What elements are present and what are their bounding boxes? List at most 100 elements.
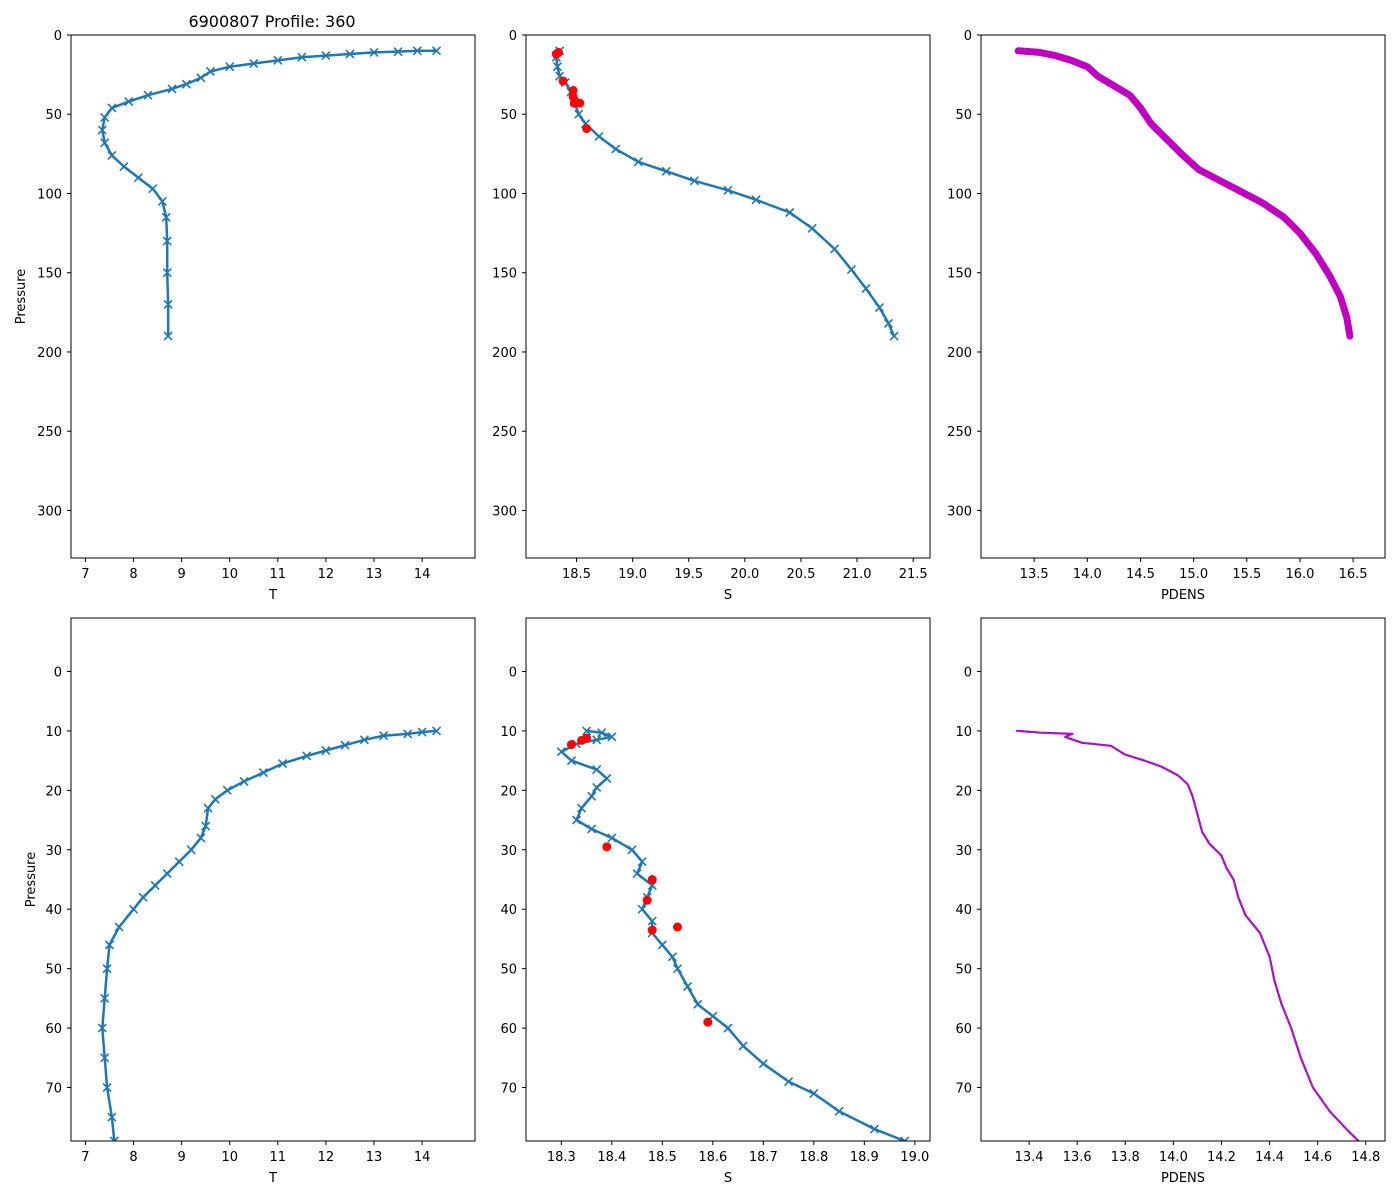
x-tick-label: 7: [81, 1150, 89, 1165]
data-point-marker: [597, 728, 607, 738]
data-point-marker: [657, 940, 667, 950]
data-point-marker: [161, 212, 171, 222]
data-point-marker: [889, 331, 899, 341]
data-point-marker: [431, 46, 442, 56]
data-point-marker: [633, 157, 643, 167]
data-point-marker: [100, 993, 110, 1003]
axes-frame: [525, 34, 931, 559]
data-point-marker: [751, 195, 761, 205]
data-point-marker: [102, 964, 112, 974]
data-point-marker: [100, 112, 110, 122]
x-axis-label: T: [268, 1171, 277, 1186]
y-tick-label: 10: [500, 725, 517, 740]
x-axis-label: S: [724, 588, 732, 603]
x-tick-label: 19.5: [674, 567, 703, 582]
data-point-marker: [672, 964, 683, 974]
x-tick-label: 16.0: [1285, 567, 1314, 582]
data-point-marker: [97, 1023, 107, 1033]
data-point-marker: [693, 999, 703, 1009]
data-point-marker: [632, 868, 642, 879]
y-tick-label: 250: [37, 425, 62, 440]
y-tick-label: 100: [37, 187, 62, 202]
x-tick-label: 13.4: [1015, 1150, 1044, 1165]
flagged-point: [673, 922, 682, 932]
x-tick-label: 18.7: [749, 1150, 778, 1165]
y-tick-label: 20: [45, 784, 62, 799]
data-point-marker: [114, 922, 124, 932]
data-point-marker: [359, 735, 369, 745]
data-point-marker: [592, 764, 602, 775]
data-point-marker: [210, 794, 220, 804]
x-tick-label: 20.5: [786, 567, 815, 582]
x-tick-label: 14.5: [1126, 567, 1155, 582]
axes-frame: [980, 34, 1386, 559]
subplot-bottom-salinity: 18.3 18.4 18.5 18.6 18.7 18.8 18.9 19.0 0 10 20 30 4…: [500, 617, 931, 1186]
series-line-pdens: [1014, 47, 1354, 340]
data-point-marker: [592, 782, 602, 792]
y-tick-label: 20: [500, 784, 517, 799]
data-point-marker: [143, 90, 153, 100]
data-point-marker: [431, 726, 442, 736]
data-point-marker: [611, 144, 621, 154]
subplot-top-salinity: 18.5 19.0 19.5 20.0 20.5 21.0 21.5 0 50 100 150 200…: [492, 29, 931, 603]
x-tick-label: 14: [414, 567, 431, 582]
series-line-profile-underlay: [1017, 730, 1359, 1141]
y-axis-label: Pressure: [24, 852, 39, 908]
x-tick-label: 13.5: [1020, 567, 1049, 582]
data-point-marker: [592, 735, 602, 745]
data-point-marker: [602, 773, 612, 784]
y-tick-label: 250: [947, 425, 972, 440]
data-point-marker: [340, 740, 350, 750]
data-point-marker: [302, 751, 312, 761]
x-tick-label: 21.0: [843, 567, 872, 582]
x-tick-label: 18.5: [648, 1150, 677, 1165]
y-tick-label: 200: [947, 346, 972, 361]
data-point-marker: [203, 803, 213, 813]
y-tick-label: 50: [955, 108, 972, 123]
data-point-marker: [104, 940, 115, 950]
y-tick-label: 20: [955, 784, 972, 799]
data-point-marker: [225, 62, 235, 72]
x-tick-label: 18.8: [799, 1150, 828, 1165]
data-point-marker: [758, 1059, 768, 1069]
data-point-marker: [403, 729, 413, 739]
x-tick-label: 18.9: [850, 1150, 879, 1165]
y-tick-label: 50: [45, 108, 62, 123]
flagged-point: [568, 85, 578, 95]
data-point-marker: [321, 51, 331, 61]
data-point-marker: [647, 916, 657, 926]
x-tick-label: 14: [414, 1150, 431, 1165]
data-point-marker: [661, 166, 671, 176]
series-line-psal: [560, 729, 906, 1141]
x-tick-label: 19.0: [900, 1150, 929, 1165]
data-point-marker: [689, 176, 699, 186]
plot-area: [97, 726, 442, 1141]
y-tick-label: 300: [492, 504, 517, 519]
flagged-point: [558, 76, 568, 86]
x-tick-label: 11: [270, 567, 287, 582]
x-tick-label: 15.0: [1179, 567, 1208, 582]
data-point-marker: [576, 803, 587, 813]
data-point-marker: [637, 904, 647, 914]
x-tick-label: 14.6: [1303, 1150, 1332, 1165]
plot-area: [556, 726, 910, 1141]
data-point-marker: [278, 759, 288, 769]
data-point-marker: [222, 785, 232, 795]
y-tick-label: 30: [45, 844, 62, 859]
y-tick-label: 60: [955, 1022, 972, 1037]
x-axis-label: PDENS: [1161, 588, 1205, 603]
x-tick-label: 14.2: [1207, 1150, 1236, 1165]
data-point-marker: [393, 47, 403, 57]
y-tick-label: 40: [500, 903, 517, 918]
x-tick-label: 18.4: [597, 1150, 626, 1165]
data-point-marker: [138, 892, 148, 902]
figure-title: 6900807 Profile: 360: [188, 12, 355, 31]
axes-frame: [70, 34, 476, 559]
data-point-marker: [150, 880, 160, 891]
data-point-marker: [417, 727, 427, 737]
data-point-marker: [566, 756, 577, 766]
y-tick-label: 100: [492, 187, 517, 202]
series-line-temp: [101, 49, 438, 338]
y-tick-label: 70: [955, 1082, 972, 1097]
